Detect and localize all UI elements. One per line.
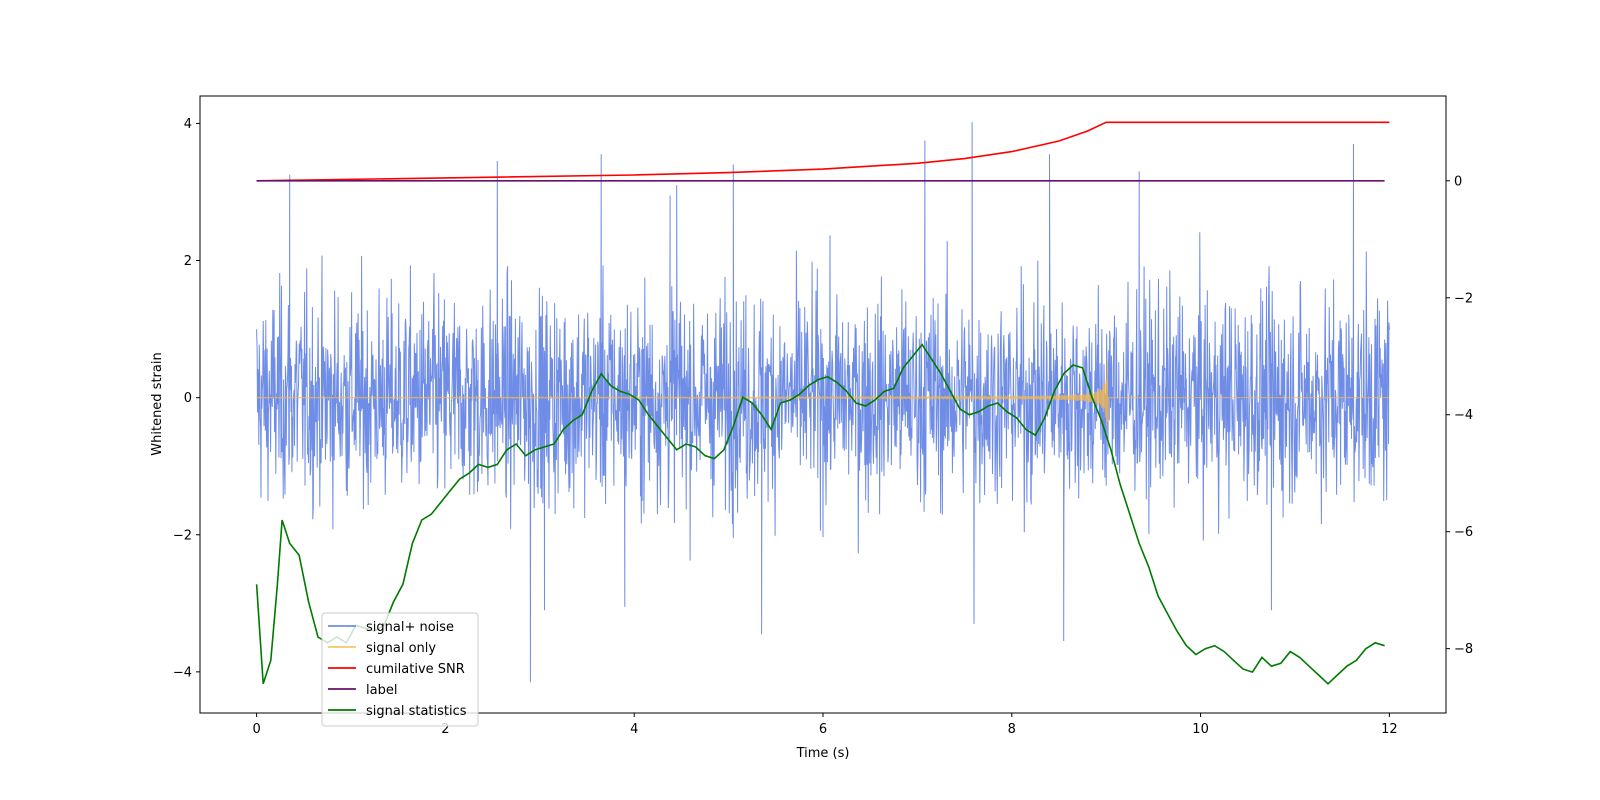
series-signal-statistics	[255, 343, 1385, 685]
legend-label: signal statistics	[366, 704, 467, 719]
x-axis-label: Time (s)	[796, 746, 850, 761]
y-right-tick-label: −2	[1454, 291, 1473, 306]
legend-label: label	[366, 683, 397, 698]
x-tick-label: 0	[252, 722, 260, 737]
series-cumulative-snr	[256, 121, 1390, 182]
x-tick-label: 4	[630, 722, 638, 737]
x-tick-label: 6	[819, 722, 827, 737]
y-tick-label: 0	[184, 391, 192, 406]
series-signal-only	[256, 358, 1390, 427]
x-tick-label: 10	[1192, 722, 1209, 737]
legend: signal+ noise signal only cumilative SNR la…	[321, 612, 479, 727]
series-layer	[255, 121, 1390, 685]
axes-layer: 0 2 4 6 8 10 12 −4 −2 0 2 4 −8 −6 −4 −2 0	[173, 117, 1473, 737]
series-signal-noise	[256, 122, 1390, 683]
x-tick-label: 12	[1381, 722, 1398, 737]
legend-label: cumilative SNR	[366, 662, 465, 677]
y-right-tick-label: −4	[1454, 408, 1473, 423]
y-right-tick-label: 0	[1454, 174, 1462, 189]
x-tick-label: 2	[441, 722, 449, 737]
y-axis-label: Whitened strain	[150, 352, 165, 455]
y-tick-label: −2	[173, 528, 192, 543]
legend-label: signal only	[366, 641, 436, 656]
legend-label: signal+ noise	[366, 620, 454, 635]
y-right-tick-label: −6	[1454, 525, 1473, 540]
y-right-tick-label: −8	[1454, 642, 1473, 657]
y-tick-label: 2	[184, 254, 192, 269]
y-tick-label: −4	[173, 665, 192, 680]
x-tick-label: 8	[1008, 722, 1016, 737]
y-tick-label: 4	[184, 117, 192, 132]
legend-box	[321, 612, 479, 727]
